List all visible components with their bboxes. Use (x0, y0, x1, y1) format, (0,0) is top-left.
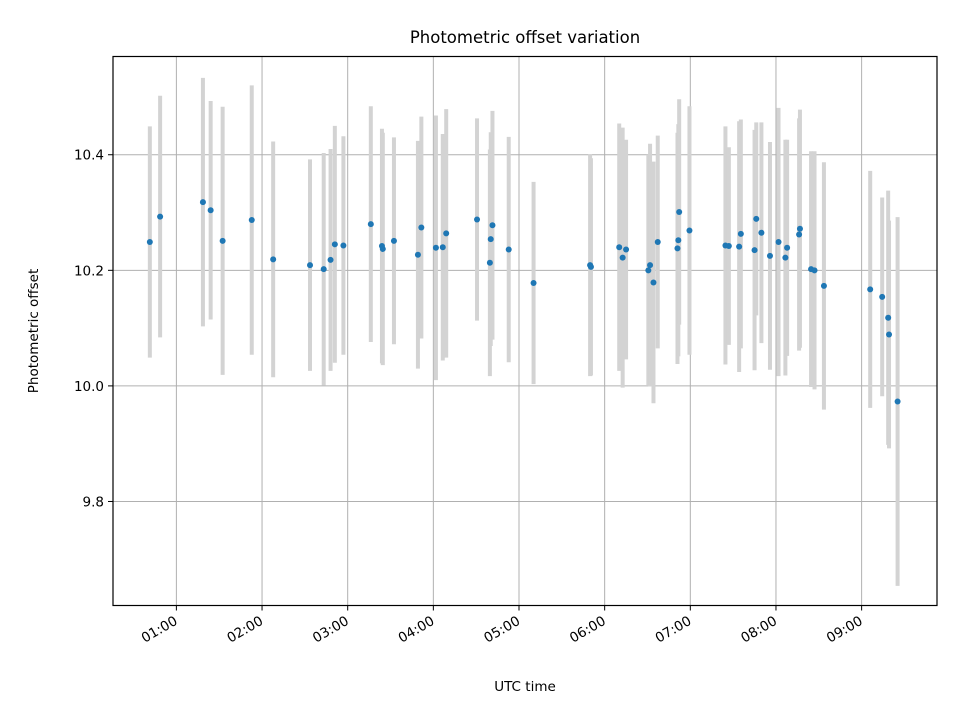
y-tick-label: 10.4 (74, 148, 104, 164)
data-point (270, 256, 277, 263)
grid (113, 56, 937, 606)
data-point (736, 243, 743, 250)
data-point (737, 230, 744, 237)
y-axis-label: Photometric offset (26, 269, 42, 393)
data-point (758, 229, 765, 236)
data-point (390, 237, 397, 244)
data-point (418, 224, 425, 231)
x-axis-label: UTC time (494, 679, 556, 695)
y-axis: 9.8 10.0 10.2 10.4 (74, 148, 113, 510)
data-point (616, 244, 623, 251)
data-point (505, 246, 512, 253)
data-point (686, 227, 693, 234)
data-point (674, 245, 681, 252)
data-point (676, 208, 683, 215)
data-point (725, 243, 732, 250)
data-point (320, 266, 327, 273)
data-point (784, 244, 791, 251)
plot-frame (112, 55, 938, 607)
data-point (146, 239, 153, 246)
data-point (645, 267, 652, 274)
data-point (489, 222, 496, 229)
data-point (650, 279, 657, 286)
data-point (432, 244, 439, 251)
data-point (530, 280, 537, 287)
data-point (327, 256, 334, 263)
y-tick-label: 10.2 (74, 263, 104, 279)
data-point (587, 263, 594, 270)
data-point (487, 236, 494, 243)
data-point (157, 213, 164, 220)
data-point (443, 230, 450, 237)
data-point (796, 231, 803, 238)
data-point (894, 398, 901, 405)
data-point (474, 216, 481, 223)
data-points (146, 199, 901, 405)
data-point (219, 237, 226, 244)
data-point (885, 314, 892, 321)
data-point (379, 245, 386, 252)
data-point (414, 251, 421, 258)
data-point (751, 247, 758, 254)
data-point (647, 262, 654, 269)
data-point (248, 217, 255, 224)
data-point (766, 252, 773, 259)
data-point (675, 237, 682, 244)
data-point (623, 246, 630, 253)
chart-title: Photometric offset variation (410, 28, 640, 47)
y-tick-label: 10.0 (74, 379, 104, 395)
data-point (307, 262, 314, 269)
data-point (796, 225, 803, 232)
data-point (340, 242, 347, 249)
data-point (753, 215, 760, 222)
data-point (619, 254, 626, 261)
data-point (331, 241, 338, 248)
data-point (654, 239, 661, 246)
data-point (199, 199, 206, 206)
data-point (811, 267, 818, 274)
data-point (782, 254, 789, 261)
data-point (439, 244, 446, 251)
data-point (886, 331, 893, 338)
data-point (879, 293, 886, 300)
y-tick-label: 9.8 (83, 494, 104, 510)
data-point (867, 286, 874, 293)
data-point (367, 221, 374, 228)
data-point (486, 259, 493, 266)
data-point (820, 282, 827, 289)
data-point (775, 239, 782, 246)
data-point (207, 207, 214, 214)
